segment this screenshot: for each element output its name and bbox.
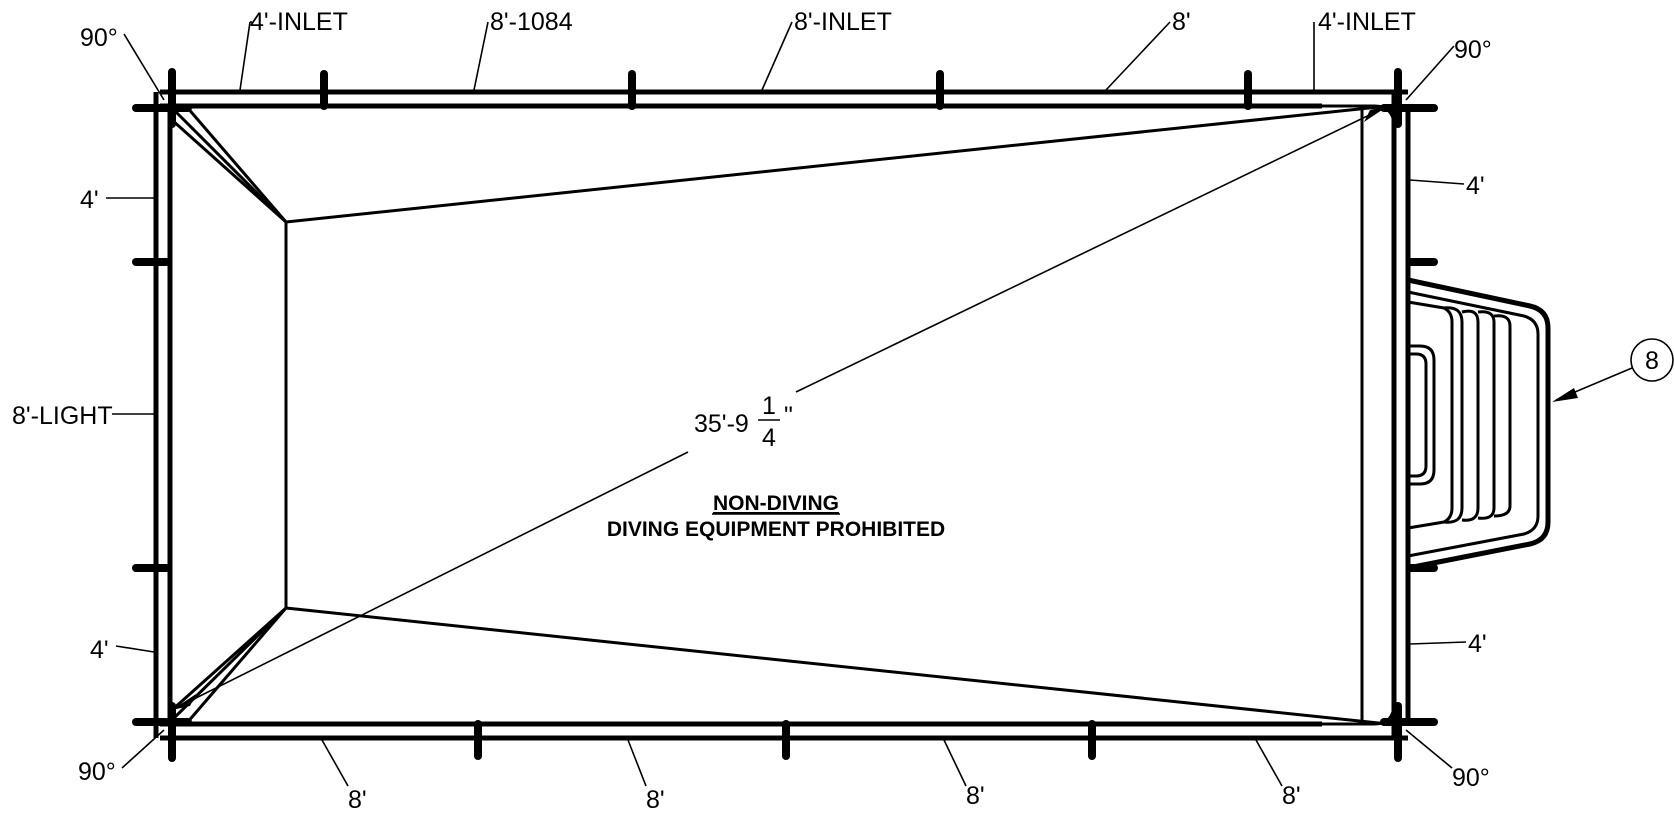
diagonal-fraction-denominator: 4 [762, 424, 776, 452]
bottom-panel-label-1: 8' [348, 786, 367, 814]
diagonal-dimension: 35'-9 1 4 " [171, 105, 1389, 711]
bottom-panel-label-2: 8' [646, 786, 665, 814]
diagonal-length-whole: 35'-9 [694, 410, 749, 438]
right-panel-label-1: 4' [1466, 172, 1485, 200]
top-panel-label-1: 4'-INLET [250, 8, 348, 36]
corner-angles: 90° 90° 90° 90° [78, 24, 1492, 792]
diagonal-fraction-numerator: 1 [762, 392, 776, 420]
notice-title: NON-DIVING [713, 492, 839, 515]
right-panel-labels: 4' 4' [1409, 172, 1487, 658]
corner-angle-bottom-right: 90° [1452, 764, 1490, 792]
corner-angle-top-right: 90° [1454, 36, 1492, 64]
top-panel-label-4: 8' [1172, 8, 1191, 36]
pool-walls [153, 89, 1411, 741]
top-panel-labels: 4'-INLET 8'-1084 8'-INLET 8' 4'-INLET [239, 8, 1416, 91]
left-panel-label-2: 8'-LIGHT [12, 402, 113, 430]
top-panel-label-2: 8'-1084 [490, 8, 573, 36]
entry-steps [1407, 277, 1551, 571]
step-callout: 8 [1552, 338, 1674, 402]
notice-subtitle: DIVING EQUIPMENT PROHIBITED [607, 518, 945, 541]
top-panel-label-3: 8'-INLET [794, 8, 892, 36]
right-panel-label-2: 4' [1468, 630, 1487, 658]
corner-angle-bottom-left: 90° [78, 758, 116, 786]
pool-shell [168, 104, 1396, 726]
corner-angle-top-left: 90° [80, 24, 118, 52]
diagonal-unit: " [784, 402, 793, 430]
left-panel-label-1: 4' [80, 186, 99, 214]
top-panel-label-5: 4'-INLET [1318, 8, 1416, 36]
non-diving-notice: NON-DIVING DIVING EQUIPMENT PROHIBITED [607, 492, 945, 541]
bottom-panel-label-4: 8' [1282, 782, 1301, 810]
left-panel-label-3: 4' [90, 636, 109, 664]
bottom-panel-label-3: 8' [966, 782, 985, 810]
step-callout-number: 8 [1645, 347, 1659, 375]
bottom-panel-labels: 8' 8' 8' 8' [321, 739, 1301, 814]
left-panel-labels: 4' 8'-LIGHT 4' [12, 186, 155, 664]
